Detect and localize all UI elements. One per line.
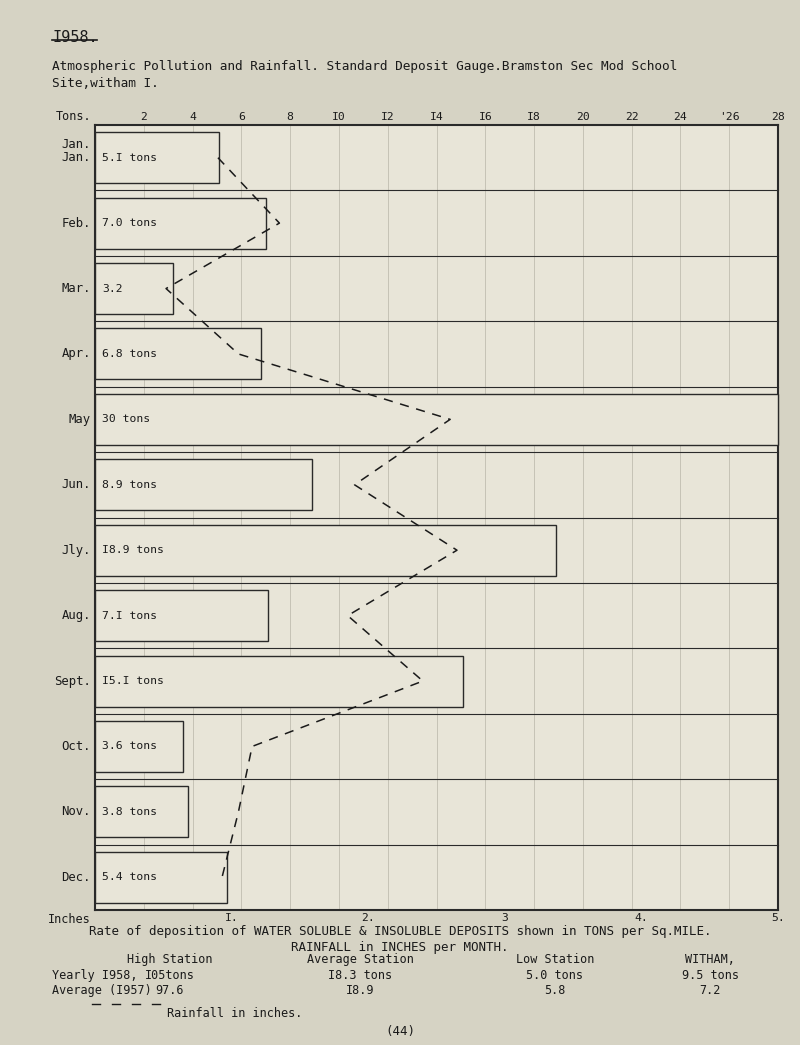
Text: Oct.: Oct. xyxy=(62,740,91,753)
Text: 20: 20 xyxy=(576,112,590,122)
Text: Average Station: Average Station xyxy=(306,953,414,966)
Text: 3.2: 3.2 xyxy=(102,283,122,294)
Text: 4: 4 xyxy=(189,112,196,122)
Text: Jly.: Jly. xyxy=(62,543,91,557)
Text: Jun.: Jun. xyxy=(62,479,91,491)
Text: I958.: I958. xyxy=(52,30,98,45)
Text: I8: I8 xyxy=(527,112,541,122)
Text: I5.I tons: I5.I tons xyxy=(102,676,164,686)
Text: 24: 24 xyxy=(674,112,687,122)
Text: 5.I tons: 5.I tons xyxy=(102,153,157,163)
Text: Rate of deposition of WATER SOLUBLE & INSOLUBLE DEPOSITS shown in TONS per Sq.MI: Rate of deposition of WATER SOLUBLE & IN… xyxy=(89,925,711,938)
Text: 3.8 tons: 3.8 tons xyxy=(102,807,157,817)
Text: Average (I957): Average (I957) xyxy=(52,984,152,997)
Bar xyxy=(95,721,183,772)
Text: 5.0 tons: 5.0 tons xyxy=(526,969,583,982)
Bar xyxy=(95,852,226,903)
Text: Jan.: Jan. xyxy=(62,152,91,164)
Text: Atmospheric Pollution and Rainfall. Standard Deposit Gauge.Bramston Sec Mod Scho: Atmospheric Pollution and Rainfall. Stan… xyxy=(52,60,678,73)
Text: I2: I2 xyxy=(381,112,394,122)
Text: Tons.: Tons. xyxy=(55,110,91,123)
Text: 5.4 tons: 5.4 tons xyxy=(102,873,157,882)
Text: 22: 22 xyxy=(625,112,638,122)
Text: 5.8: 5.8 xyxy=(544,984,566,997)
Bar xyxy=(95,198,266,249)
Bar xyxy=(95,133,219,183)
Text: Rainfall in inches.: Rainfall in inches. xyxy=(167,1007,302,1020)
Text: RAINFALL in INCHES per MONTH.: RAINFALL in INCHES per MONTH. xyxy=(291,940,509,954)
Text: Dec.: Dec. xyxy=(62,870,91,884)
Text: I05tons: I05tons xyxy=(145,969,195,982)
Text: WITHAM,: WITHAM, xyxy=(685,953,735,966)
Text: 28: 28 xyxy=(771,112,785,122)
Text: 7.I tons: 7.I tons xyxy=(102,610,157,621)
Bar xyxy=(95,590,268,642)
Bar xyxy=(95,655,463,706)
Text: 7.0 tons: 7.0 tons xyxy=(102,218,157,228)
Text: 6.8 tons: 6.8 tons xyxy=(102,349,157,359)
Text: 30 tons: 30 tons xyxy=(102,415,150,424)
Text: I8.3 tons: I8.3 tons xyxy=(328,969,392,982)
Bar xyxy=(95,786,188,837)
Text: 2.: 2. xyxy=(362,913,375,923)
Text: I.: I. xyxy=(225,913,238,923)
Text: Aug.: Aug. xyxy=(62,609,91,622)
Text: Site,witham I.: Site,witham I. xyxy=(52,77,158,90)
Text: 6: 6 xyxy=(238,112,245,122)
Text: I8.9: I8.9 xyxy=(346,984,374,997)
Text: 5.: 5. xyxy=(771,913,785,923)
Bar xyxy=(95,460,312,510)
Text: I4: I4 xyxy=(430,112,443,122)
Text: I6: I6 xyxy=(478,112,492,122)
Bar xyxy=(95,263,173,315)
Text: I8.9 tons: I8.9 tons xyxy=(102,545,164,555)
Text: 3.6 tons: 3.6 tons xyxy=(102,742,157,751)
Text: Jan.: Jan. xyxy=(62,138,91,152)
Text: Inches: Inches xyxy=(48,913,91,926)
Text: 9.5 tons: 9.5 tons xyxy=(682,969,738,982)
Text: Mar.: Mar. xyxy=(62,282,91,295)
Bar xyxy=(95,394,778,445)
Text: I0: I0 xyxy=(332,112,346,122)
Text: 97.6: 97.6 xyxy=(156,984,184,997)
Text: Yearly I958,: Yearly I958, xyxy=(52,969,138,982)
Text: Nov.: Nov. xyxy=(62,806,91,818)
Text: (44): (44) xyxy=(385,1025,415,1038)
Text: 8.9 tons: 8.9 tons xyxy=(102,480,157,490)
Bar xyxy=(95,125,778,910)
Bar xyxy=(95,328,261,379)
Text: 3: 3 xyxy=(502,913,508,923)
Text: Apr.: Apr. xyxy=(62,347,91,361)
Text: '26: '26 xyxy=(719,112,739,122)
Text: Sept.: Sept. xyxy=(54,674,91,688)
Text: 4.: 4. xyxy=(634,913,648,923)
Text: Feb.: Feb. xyxy=(62,216,91,230)
Text: Low Station: Low Station xyxy=(516,953,594,966)
Bar xyxy=(95,525,556,576)
Text: 7.2: 7.2 xyxy=(699,984,721,997)
Text: 2: 2 xyxy=(140,112,147,122)
Text: May: May xyxy=(69,413,91,426)
Text: High Station: High Station xyxy=(127,953,213,966)
Text: 8: 8 xyxy=(286,112,294,122)
